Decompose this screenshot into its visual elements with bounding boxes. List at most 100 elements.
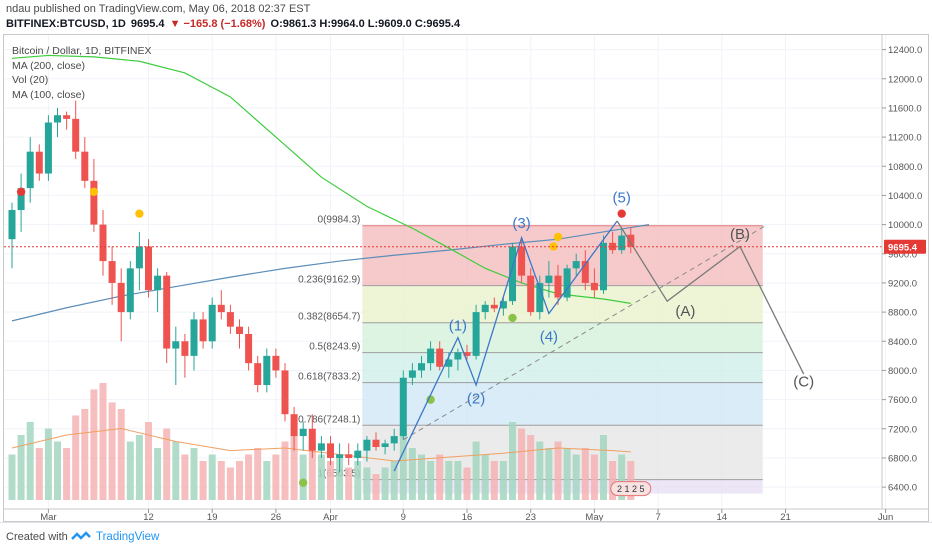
symbol-name[interactable]: BITFINEX:BTCUSD, 1D — [6, 18, 126, 30]
fib-level-label: 0.382(8654.7) — [298, 312, 360, 323]
volume-bar — [490, 461, 498, 500]
candle — [345, 454, 353, 458]
fib-level-label: 0.786(7248.1) — [298, 414, 360, 425]
volume-bar — [317, 454, 325, 500]
candle — [600, 242, 607, 291]
time-tick-label: 12 — [143, 512, 154, 521]
candle — [90, 180, 98, 225]
volume-bar — [8, 454, 16, 500]
candle — [372, 439, 380, 448]
volume-bar — [472, 441, 480, 500]
time-tick-label: Mar — [40, 512, 56, 521]
price-change: ▼ −165.8 (−1.68%) — [169, 18, 266, 30]
candle — [72, 118, 80, 152]
volume-bar — [590, 454, 598, 500]
price-tick-label: 11200.0 — [888, 133, 922, 144]
volume-bar — [563, 448, 571, 500]
candle — [163, 275, 171, 349]
last-price-badge — [884, 239, 926, 254]
legend-ma100[interactable]: MA (100, close) — [12, 88, 85, 101]
candle — [627, 234, 635, 247]
candle — [536, 282, 544, 313]
price-tick-label: 11600.0 — [888, 103, 922, 114]
volume-bar — [572, 454, 580, 500]
footer: Created with TradingView — [0, 522, 932, 551]
fib-band — [362, 322, 763, 353]
candle — [418, 363, 425, 371]
candle — [408, 370, 416, 378]
time-tick-label: Apr — [323, 512, 338, 521]
time-tick-label: 19 — [207, 512, 218, 521]
price-tick-label: 10000.0 — [888, 220, 922, 231]
events-badge-label: 2 1 2 5 — [617, 484, 645, 494]
wave-label: (5) — [613, 190, 631, 207]
tradingview-logo-icon — [71, 531, 91, 540]
price-tick-label: 12000.0 — [888, 74, 922, 85]
volume-bar — [108, 402, 116, 500]
candle — [572, 261, 580, 269]
volume-bar — [44, 428, 52, 500]
volume-bar — [618, 454, 626, 500]
chart-canvas[interactable]: 0(9984.3) 0.236(9162.9) 0.382(8654.7) 0.5(8… — [4, 35, 928, 521]
candle — [145, 246, 152, 291]
candle — [363, 439, 371, 451]
volume-bar — [399, 428, 407, 500]
volume-bar — [299, 454, 307, 500]
chart-area[interactable]: 0(9984.3) 0.236(9162.9) 0.382(8654.7) 0.5(8… — [3, 34, 929, 522]
volume-bar — [481, 454, 489, 500]
candle — [172, 341, 180, 349]
candle — [217, 304, 225, 313]
signal-dot — [426, 395, 435, 404]
events-badge — [610, 481, 652, 497]
candle — [499, 301, 507, 309]
wave-label: (4) — [540, 328, 558, 345]
volume-bar — [354, 461, 362, 500]
time-tick-label: 14 — [717, 512, 728, 521]
volume-bar — [390, 461, 398, 500]
volume-bar — [281, 441, 289, 500]
volume-bar — [536, 441, 544, 500]
legend-volume[interactable]: Vol (20) — [12, 74, 49, 86]
volume-bar — [217, 461, 225, 500]
candle — [545, 275, 553, 283]
legend-ma200[interactable]: MA (200, close) — [12, 59, 85, 72]
candle — [445, 359, 453, 367]
volume-bar — [172, 441, 180, 500]
volume-bar — [363, 467, 371, 500]
price-tick-label: 10800.0 — [888, 162, 922, 173]
volume-bar — [17, 435, 25, 500]
volume-bar — [609, 461, 617, 500]
signal-dot — [299, 478, 308, 487]
signal-dot — [617, 209, 626, 218]
wave-label: (1) — [449, 317, 467, 334]
candle — [481, 304, 489, 313]
projection-wave-line — [616, 220, 805, 375]
candle — [554, 275, 562, 298]
volume-bar — [554, 441, 562, 500]
candle — [399, 377, 407, 437]
candle — [427, 348, 435, 364]
volume-bar — [135, 435, 143, 500]
price-tick-label: 6400.0 — [888, 483, 917, 494]
volume-bar — [436, 454, 444, 500]
fib-level-label: 0.236(9162.9) — [298, 275, 360, 286]
volume-bar — [245, 454, 253, 500]
volume-bar — [35, 448, 43, 500]
fib-band — [362, 225, 763, 286]
fib-level-label: 0.618(7833.2) — [298, 372, 360, 383]
candle — [354, 450, 362, 458]
price-tick-label: 9200.0 — [888, 278, 917, 289]
candle — [245, 333, 253, 364]
candle — [281, 370, 289, 415]
candle — [336, 454, 344, 458]
candle — [563, 268, 571, 298]
tradingview-brand[interactable]: TradingView — [96, 531, 160, 543]
candle — [463, 352, 471, 356]
candle — [490, 304, 498, 309]
candle — [527, 275, 535, 313]
volume-bar — [81, 409, 89, 500]
candle — [236, 326, 243, 334]
signal-dot — [553, 232, 563, 242]
candle — [454, 352, 462, 360]
volume-bar — [408, 448, 416, 500]
